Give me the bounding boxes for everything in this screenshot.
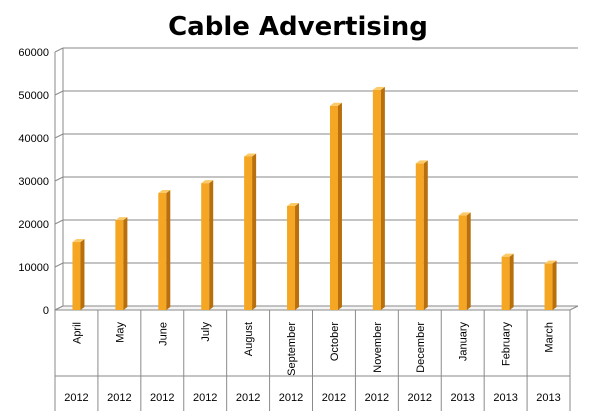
- chart-title: Cable Advertising: [168, 12, 428, 42]
- bar: [329, 105, 338, 310]
- gridline-side: [54, 219, 64, 225]
- bar-side: [466, 212, 471, 310]
- bar: [115, 220, 124, 310]
- x-tick-label: December: [415, 322, 427, 373]
- bar: [501, 256, 510, 310]
- x-year-label: 2012: [150, 392, 174, 404]
- bar-side: [295, 202, 300, 310]
- bar-side: [123, 217, 128, 310]
- x-year-label: 2012: [193, 392, 217, 404]
- x-tick-label: June: [157, 322, 169, 346]
- bar: [544, 263, 553, 310]
- y-tick-label: 0: [43, 305, 49, 317]
- x-year-label: 2013: [493, 392, 517, 404]
- bar-top: [287, 202, 300, 206]
- gridline-side: [54, 176, 64, 182]
- x-year-label: 2012: [64, 392, 88, 404]
- bar-top: [72, 239, 85, 243]
- gridline-side: [54, 262, 64, 268]
- y-tick-label: 20000: [18, 219, 49, 231]
- bar-side: [423, 160, 428, 310]
- x-year-label: 2012: [236, 392, 260, 404]
- gridline-side: [54, 133, 64, 139]
- bar: [201, 183, 210, 310]
- x-year-label: 2013: [536, 392, 560, 404]
- bar-top: [458, 212, 471, 216]
- x-year-label: 2012: [107, 392, 131, 404]
- y-tick-label: 40000: [18, 133, 49, 145]
- bar: [415, 163, 424, 310]
- bar: [372, 89, 381, 310]
- x-tick-label: July: [200, 322, 212, 342]
- chart-floor: [54, 305, 579, 311]
- x-tick-label: October: [329, 322, 341, 361]
- x-year-label: 2012: [322, 392, 346, 404]
- y-tick-label: 10000: [18, 262, 49, 274]
- x-tick-label: November: [372, 322, 384, 373]
- bar-side: [552, 260, 557, 310]
- y-tick-label: 30000: [18, 176, 49, 188]
- x-tick-label: May: [114, 322, 126, 343]
- bar: [72, 242, 81, 310]
- gridline-side: [54, 47, 64, 53]
- bar-top: [158, 190, 171, 194]
- gridline-side: [54, 90, 64, 96]
- x-tick-label: September: [286, 322, 298, 376]
- bar: [158, 193, 167, 310]
- bar: [244, 156, 253, 310]
- x-tick-label: April: [71, 322, 83, 344]
- bar-side: [252, 153, 257, 310]
- bar-top: [244, 153, 257, 157]
- bar-top: [201, 180, 214, 184]
- y-tick-label: 60000: [18, 47, 49, 59]
- x-tick-label: March: [544, 322, 556, 353]
- bar: [287, 205, 296, 310]
- x-year-label: 2012: [365, 392, 389, 404]
- bar-side: [337, 102, 342, 310]
- x-year-label: 2013: [450, 392, 474, 404]
- x-tick-label: February: [501, 322, 513, 367]
- bar-side: [80, 239, 85, 310]
- bar-top: [372, 86, 385, 90]
- x-tick-label: January: [458, 322, 470, 362]
- y-tick-label: 50000: [18, 90, 49, 102]
- x-tick-label: August: [243, 322, 255, 356]
- bar-top: [544, 260, 557, 264]
- bar-top: [115, 217, 128, 221]
- bar: [458, 215, 467, 310]
- x-year-label: 2012: [279, 392, 303, 404]
- bar-side: [166, 190, 171, 310]
- bar-top: [501, 253, 514, 257]
- bar-side: [209, 180, 214, 310]
- bar-side: [380, 86, 385, 310]
- x-year-label: 2012: [408, 392, 432, 404]
- bar-side: [509, 253, 514, 310]
- bar-top: [415, 160, 428, 164]
- bar-top: [329, 102, 342, 106]
